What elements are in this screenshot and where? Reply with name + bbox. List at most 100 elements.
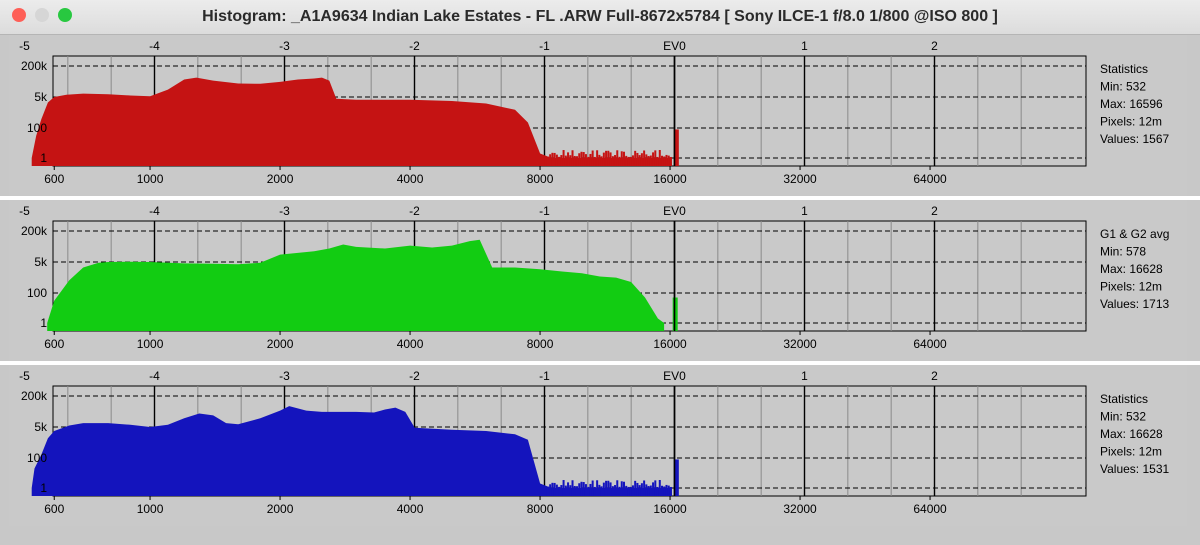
histogram-red: -5 -4 -3 -2 -1 EV0 1 2 600 1000 2000 4000 8000 16000 3… bbox=[19, 39, 1169, 186]
histogram-noise-bar bbox=[605, 480, 608, 496]
histogram-noise-bar bbox=[654, 480, 657, 496]
histogram-noise-bar bbox=[669, 486, 672, 496]
histogram-noise-bar bbox=[598, 484, 601, 496]
histogram-spike bbox=[673, 129, 679, 166]
histogram-noise-bar bbox=[573, 155, 576, 166]
histogram-panel-green: -5 -4 -3 -2 -1 EV0 1 2 600 1000 2000 4000 8000 16000 3… bbox=[9, 200, 1187, 361]
value-tick-label: 1000 bbox=[137, 337, 164, 351]
histogram-noise-bar bbox=[576, 156, 579, 166]
histogram-noise-bar bbox=[620, 481, 623, 496]
close-button[interactable] bbox=[12, 8, 26, 22]
histogram-noise-bar bbox=[665, 484, 668, 496]
histogram-noise-bar bbox=[609, 482, 612, 496]
histogram-noise-bar bbox=[551, 482, 554, 496]
ev-tick-label: -1 bbox=[539, 39, 550, 53]
histogram-noise-bar bbox=[571, 480, 574, 496]
histogram-noise-bar bbox=[618, 486, 621, 496]
count-tick-label: 1 bbox=[40, 316, 47, 330]
histogram-noise-bar bbox=[627, 156, 630, 166]
histogram-noise-bar bbox=[658, 150, 661, 166]
zoom-button[interactable] bbox=[58, 8, 72, 22]
histogram-noise-bar bbox=[549, 484, 552, 496]
value-tick-label: 32000 bbox=[783, 502, 817, 516]
histogram-noise-bar bbox=[663, 156, 666, 166]
ev-tick-label: -1 bbox=[539, 204, 550, 218]
histogram-noise-bar bbox=[616, 150, 619, 166]
histogram-noise-bar bbox=[611, 486, 614, 496]
histogram-noise-bar bbox=[640, 483, 643, 496]
histogram-noise-bar bbox=[607, 150, 610, 166]
count-tick-label: 100 bbox=[27, 451, 47, 465]
histogram-noise-bar bbox=[558, 156, 561, 166]
histogram-noise-bar bbox=[593, 486, 596, 496]
histogram-spike bbox=[673, 459, 679, 496]
histogram-noise-bar bbox=[553, 482, 556, 496]
histogram-noise-bar bbox=[567, 152, 570, 166]
title-bar: Histogram: _A1A9634 Indian Lake Estates … bbox=[0, 0, 1200, 35]
histogram-noise-bar bbox=[580, 481, 583, 496]
value-tick-label: 32000 bbox=[783, 172, 817, 186]
histogram-noise-bar bbox=[582, 152, 585, 166]
ev-tick-label: EV0 bbox=[663, 369, 686, 383]
stats-header: Statistics bbox=[1100, 62, 1148, 76]
value-tick-label: 16000 bbox=[653, 172, 687, 186]
histogram-noise-bar bbox=[618, 156, 621, 166]
histogram-noise-bar bbox=[620, 151, 623, 166]
histogram-noise-bar bbox=[582, 482, 585, 496]
ev-tick-label: -5 bbox=[19, 369, 30, 383]
histogram-noise-bar bbox=[578, 483, 581, 496]
histogram-noise-bar bbox=[589, 153, 592, 166]
count-tick-label: 100 bbox=[27, 286, 47, 300]
ev-tick-label: 2 bbox=[931, 369, 938, 383]
histogram-noise-bar bbox=[596, 480, 599, 496]
panel-separator bbox=[0, 361, 1200, 365]
histogram-noise-bar bbox=[569, 155, 572, 166]
stats-values: Values: 1713 bbox=[1100, 297, 1169, 311]
histogram-noise-bar bbox=[652, 482, 655, 496]
histogram-noise-bar bbox=[656, 156, 659, 166]
histogram-noise-bar bbox=[605, 150, 608, 166]
histogram-noise-bar bbox=[634, 480, 637, 496]
histogram-area-red bbox=[31, 77, 671, 166]
histogram-noise-bar bbox=[562, 150, 565, 166]
histogram-noise-bar bbox=[611, 156, 614, 166]
value-tick-label: 8000 bbox=[527, 337, 554, 351]
value-tick-label: 64000 bbox=[913, 337, 947, 351]
value-tick-label: 8000 bbox=[527, 172, 554, 186]
histogram-noise-bar bbox=[665, 154, 668, 166]
histogram-noise-bar bbox=[614, 155, 617, 166]
count-tick-label: 1 bbox=[40, 151, 47, 165]
histogram-noise-bar bbox=[564, 485, 567, 496]
value-tick-label: 64000 bbox=[913, 172, 947, 186]
histogram-noise-bar bbox=[643, 150, 646, 166]
stats-max: Max: 16628 bbox=[1100, 262, 1163, 276]
histogram-noise-bar bbox=[647, 156, 650, 166]
histogram-noise-bar bbox=[600, 486, 603, 496]
histogram-noise-bar bbox=[560, 155, 563, 166]
ev-tick-label: -3 bbox=[279, 39, 290, 53]
stats-pixels: Pixels: 12m bbox=[1100, 280, 1162, 294]
histogram-blue: -5 -4 -3 -2 -1 EV0 1 2 600 1000 2000 4000 8000 16000 3… bbox=[19, 369, 1169, 516]
value-tick-label: 600 bbox=[44, 502, 64, 516]
ev-tick-label: 1 bbox=[801, 369, 808, 383]
minimize-button[interactable] bbox=[35, 8, 49, 22]
histogram-noise-bar bbox=[600, 156, 603, 166]
histogram-noise-bar bbox=[636, 482, 639, 496]
histogram-noise-bar bbox=[616, 480, 619, 496]
ev-tick-label: -2 bbox=[409, 369, 420, 383]
histogram-noise-bar bbox=[661, 485, 664, 496]
histogram-noise-bar bbox=[576, 486, 579, 496]
window-title: Histogram: _A1A9634 Indian Lake Estates … bbox=[202, 8, 998, 25]
histogram-noise-bar bbox=[654, 150, 657, 166]
histogram-noise-bar bbox=[631, 485, 634, 496]
value-tick-label: 16000 bbox=[653, 337, 687, 351]
histogram-noise-bar bbox=[667, 485, 670, 496]
histogram-noise-bar bbox=[629, 156, 632, 166]
ev-tick-label: 1 bbox=[801, 204, 808, 218]
histogram-noise-bar bbox=[643, 480, 646, 496]
stats-pixels: Pixels: 12m bbox=[1100, 115, 1162, 129]
histogram-noise-bar bbox=[622, 151, 625, 166]
histogram-noise-bar bbox=[669, 156, 672, 166]
histogram-noise-bar bbox=[591, 480, 594, 496]
stats-max: Max: 16628 bbox=[1100, 427, 1163, 441]
